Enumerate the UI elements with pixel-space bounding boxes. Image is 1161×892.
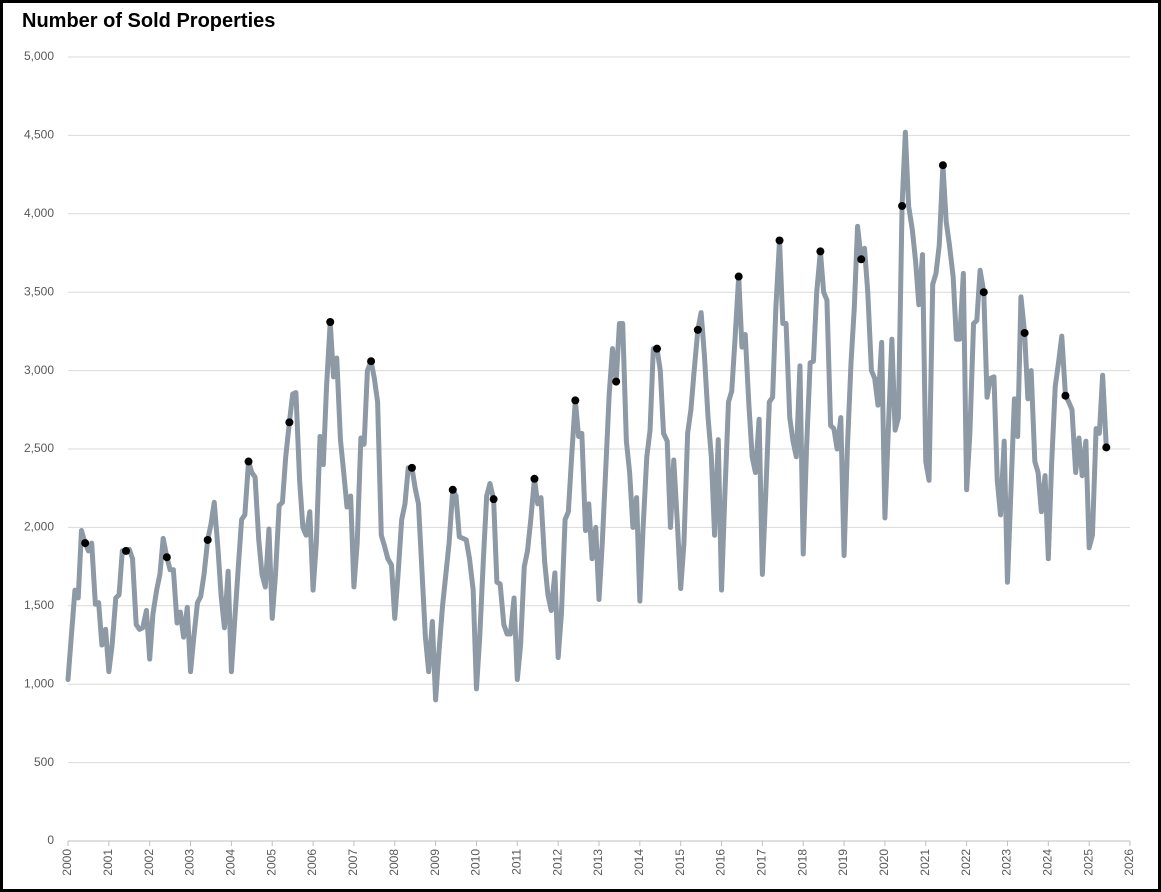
x-tick-label: 2002 — [142, 849, 156, 876]
marker — [816, 247, 825, 256]
y-tick-label: 2,500 — [24, 441, 54, 455]
marker — [571, 396, 580, 405]
x-tick-label: 2017 — [755, 849, 769, 876]
chart-title: Number of Sold Properties — [22, 10, 275, 32]
marker — [979, 288, 988, 297]
x-tick-label: 2014 — [632, 849, 646, 876]
marker — [81, 539, 90, 548]
marker — [162, 553, 171, 562]
x-tick-label: 2006 — [305, 849, 319, 876]
marker — [775, 236, 784, 245]
x-tick-label: 2003 — [183, 849, 197, 876]
marker — [122, 546, 131, 555]
x-tick-label: 2004 — [224, 849, 238, 876]
marker — [693, 325, 702, 334]
marker — [489, 495, 498, 504]
marker — [734, 272, 743, 281]
x-tick-label: 2021 — [918, 849, 932, 876]
marker — [898, 201, 907, 210]
line — [65, 129, 1109, 703]
x-tick-label: 2019 — [836, 849, 850, 876]
marker — [938, 161, 947, 170]
marker — [407, 463, 416, 472]
x-tick-label: 2022 — [959, 849, 973, 876]
x-tick-label: 2008 — [387, 849, 401, 876]
x-tick-label: 2025 — [1081, 849, 1095, 876]
marker — [367, 357, 376, 366]
x-tick-label: 2023 — [1000, 849, 1014, 876]
marker — [203, 535, 212, 544]
y-tick-label: 3,500 — [24, 284, 54, 298]
y-tick-label: 1,000 — [24, 676, 54, 690]
marker — [653, 344, 662, 353]
x-tick-label: 2026 — [1122, 849, 1136, 876]
marker — [1020, 328, 1029, 337]
x-tick-label: 2015 — [673, 849, 687, 876]
x-tick-label: 2020 — [877, 849, 891, 876]
y-tick-label: 0 — [47, 833, 54, 847]
y-tick-label: 3,000 — [24, 363, 54, 377]
x-tick-label: 2010 — [469, 849, 483, 876]
marker — [530, 474, 539, 483]
marker — [244, 457, 253, 466]
x-tick-label: 2012 — [550, 849, 564, 876]
marker — [448, 485, 457, 494]
marker — [612, 377, 621, 386]
marker — [285, 418, 294, 427]
marker — [1102, 443, 1111, 452]
x-tick-label: 2016 — [714, 849, 728, 876]
x-tick-label: 2005 — [264, 849, 278, 876]
y-tick-label: 1,500 — [24, 598, 54, 612]
y-tick-label: 5,000 — [24, 49, 54, 63]
x-tick-label: 2013 — [591, 849, 605, 876]
x-tick-label: 2024 — [1040, 849, 1054, 876]
y-tick-label: 500 — [34, 755, 54, 769]
y-tick-label: 4,500 — [24, 128, 54, 142]
x-tick-label: 2000 — [60, 849, 74, 876]
marker — [326, 317, 335, 326]
x-tick-label: 2009 — [428, 849, 442, 876]
marker — [857, 255, 866, 264]
marker — [1061, 391, 1070, 400]
x-tick-label: 2001 — [101, 849, 115, 876]
x-tick-label: 2007 — [346, 849, 360, 876]
y-tick-label: 2,000 — [24, 520, 54, 534]
x-tick-label: 2018 — [795, 849, 809, 876]
x-tick-label: 2011 — [509, 849, 523, 875]
y-tick-label: 4,000 — [24, 206, 54, 220]
